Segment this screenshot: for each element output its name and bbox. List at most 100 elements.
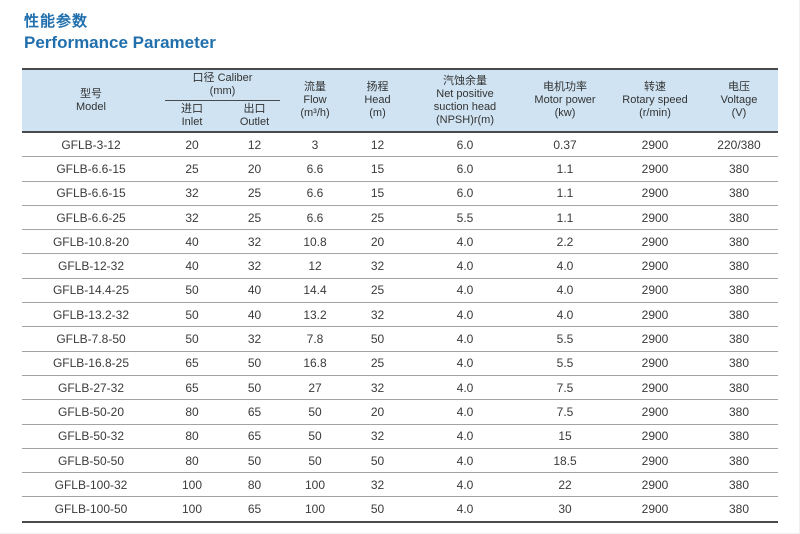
model-cell: GFLB-100-50 [54, 502, 128, 517]
table-row: GFLB-3-12 20 12 3 12 6.0 0.37 2900 220/380 [22, 132, 778, 158]
table-cell: 80 [160, 399, 224, 425]
column-header-outlet: 出口 Outlet [224, 101, 285, 133]
table-row: GFLB-50-50 80 50 50 50 4.0 18.5 2900 380 [22, 448, 778, 474]
table-cell: 50 [224, 375, 285, 401]
table-cell: 50 [224, 448, 285, 474]
page-title-english: Performance Parameter [24, 33, 216, 52]
table-cell: 80 [224, 472, 285, 498]
model-cell: GFLB-14.4-25 [22, 278, 160, 304]
table-cell: 50 [160, 302, 224, 328]
table-row: GFLB-6.6-25 32 25 6.6 25 5.5 1.1 2900 380 [22, 205, 778, 231]
column-header-head: 扬程 Head (m) [345, 69, 410, 133]
table-cell: 6.0 [410, 181, 520, 206]
table-cell: 7.8 [285, 326, 345, 352]
table-cell: 2.2 [520, 229, 610, 255]
table-cell: 220/380 [700, 132, 778, 158]
table-cell: 12 [345, 132, 410, 158]
table-cell: 50 [160, 278, 224, 304]
table-cell: 20 [345, 229, 410, 255]
table-row: GFLB-50-20 80 65 50 20 4.0 7.5 2900 380 [22, 399, 778, 425]
column-header-npsh: 汽蚀余量 Net positive suction head (NPSH)r(m… [410, 69, 520, 133]
model-cell: GFLB-50-20 [22, 399, 160, 425]
table-cell: 50 [370, 502, 385, 517]
table-cell: 15 [520, 424, 610, 449]
table-cell: 25 [224, 205, 285, 231]
table-cell: 65 [160, 351, 224, 376]
table-row: GFLB-10.8-20 40 32 10.8 20 4.0 2.2 2900 380 [22, 229, 778, 255]
model-cell: GFLB-50-50 [22, 448, 160, 474]
table-cell: 3 [285, 132, 345, 158]
table-cell: 20 [224, 156, 285, 182]
table-cell: 40 [160, 229, 224, 255]
model-cell: GFLB-3-12 [22, 132, 160, 158]
table-cell: 50 [224, 351, 285, 376]
table-cell: 380 [700, 181, 778, 206]
table-cell: 380 [700, 253, 778, 279]
table-cell: 25 [345, 278, 410, 304]
table-cell: 15 [345, 181, 410, 206]
model-cell: GFLB-12-32 [22, 253, 160, 279]
table-cell: 32 [345, 302, 410, 328]
column-header-voltage: 电压 Voltage (V) [700, 69, 778, 133]
table-cell: 32 [345, 375, 410, 401]
table-cell: 2900 [610, 278, 700, 304]
table-cell: 65 [247, 502, 262, 517]
column-header-motor-power: 电机功率 Motor power (kw) [520, 69, 610, 133]
page-title: 性能参数 Performance Parameter [24, 12, 216, 54]
table-cell: 65 [224, 399, 285, 425]
model-cell: GFLB-100-32 [22, 472, 160, 498]
table-cell: 40 [224, 278, 285, 304]
table-cell: 32 [160, 181, 224, 206]
table-cell: 2900 [610, 424, 700, 449]
table-cell: 4.0 [520, 278, 610, 304]
table-cell: 2900 [610, 448, 700, 474]
table-cell: 4.0 [520, 302, 610, 328]
table-cell: 80 [160, 448, 224, 474]
table-cell: 2900 [610, 253, 700, 279]
table-cell: 380 [700, 351, 778, 376]
table-cell: 32 [224, 253, 285, 279]
table-cell: 4.0 [410, 424, 520, 449]
table-cell: 65 [224, 424, 285, 449]
table-cell: 20 [160, 132, 224, 158]
table-cell: 15 [345, 156, 410, 182]
table-cell: 12 [285, 253, 345, 279]
table-cell: 100 [304, 502, 326, 517]
table-cell: 25 [345, 205, 410, 231]
table-cell: 32 [345, 253, 410, 279]
table-cell: 4.0 [410, 326, 520, 352]
table-cell: 380 [700, 302, 778, 328]
table-row: GFLB-6.6-15 32 25 6.6 15 6.0 1.1 2900 380 [22, 181, 778, 206]
table-cell: 2900 [610, 351, 700, 376]
table-cell: 380 [728, 502, 750, 517]
table-cell: 1.1 [520, 181, 610, 206]
table-cell: 6.0 [410, 156, 520, 182]
table-cell: 2900 [610, 132, 700, 158]
table-cell: 32 [224, 326, 285, 352]
table-cell: 2900 [610, 375, 700, 401]
table-cell: 6.6 [285, 205, 345, 231]
table-cell: 380 [700, 375, 778, 401]
table-cell: 2900 [610, 156, 700, 182]
table-cell: 50 [345, 448, 410, 474]
table-row: GFLB-27-32 65 50 27 32 4.0 7.5 2900 380 [22, 375, 778, 401]
model-cell: GFLB-6.6-25 [22, 205, 160, 231]
table-cell: 5.5 [520, 351, 610, 376]
table-cell: 2900 [610, 472, 700, 498]
table-cell: 25 [224, 181, 285, 206]
table-cell: 32 [345, 424, 410, 449]
table-row: GFLB-50-32 80 65 50 32 4.0 15 2900 380 [22, 424, 778, 449]
table-row: GFLB-16.8-25 65 50 16.8 25 4.0 5.5 2900 380 [22, 351, 778, 376]
table-cell: 30 [558, 502, 572, 517]
table-cell: 10.8 [285, 229, 345, 255]
table-cell: 7.5 [520, 375, 610, 401]
table-cell: 50 [285, 448, 345, 474]
table-row: GFLB-100-32 100 80 100 32 4.0 22 2900 380 [22, 472, 778, 498]
table-cell: 380 [700, 472, 778, 498]
model-cell: GFLB-13.2-32 [22, 302, 160, 328]
table-cell: 4.0 [410, 351, 520, 376]
model-cell: GFLB-10.8-20 [22, 229, 160, 255]
table-cell: 40 [160, 253, 224, 279]
table-cell: 4.0 [410, 229, 520, 255]
table-cell: 4.0 [410, 448, 520, 474]
